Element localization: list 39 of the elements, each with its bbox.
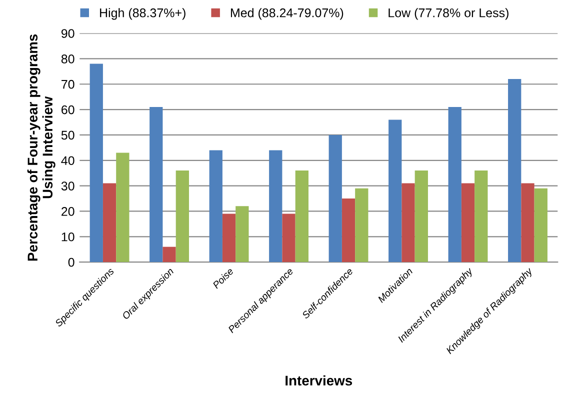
bar <box>236 206 249 262</box>
bar <box>414 170 428 262</box>
bar <box>521 183 534 262</box>
y-tick-label: 60 <box>62 105 74 114</box>
bar <box>328 134 342 262</box>
bar <box>176 170 189 262</box>
y-tick-label: 80 <box>61 54 74 64</box>
bar <box>461 183 475 262</box>
legend-label: Med (88.24-79.07%) <box>230 8 344 20</box>
bar <box>448 107 462 262</box>
bar <box>282 214 296 262</box>
y-tick-label: 0 <box>68 258 74 267</box>
bar <box>402 183 415 262</box>
legend-label: High (88.37%+) <box>100 8 186 20</box>
y-tick-label: 20 <box>62 207 74 216</box>
y-tick-label: 30 <box>61 182 74 190</box>
bar <box>150 107 163 262</box>
bar <box>102 183 116 262</box>
x-axis-title: Interviews <box>286 375 352 386</box>
y-tick-label: 90 <box>61 29 74 38</box>
y-axis-title: Percentage of Four-year programs Using Interview <box>27 34 56 261</box>
y-tick-label: 50 <box>61 130 74 140</box>
bar <box>222 214 236 262</box>
bar <box>295 170 308 262</box>
y-tick-label: 70 <box>62 80 74 89</box>
legend-label: Low (77.78% or Less) <box>388 8 508 20</box>
bar <box>508 79 522 262</box>
bar <box>209 150 222 262</box>
bar <box>342 198 356 262</box>
bar <box>474 170 488 262</box>
bar <box>90 64 103 262</box>
y-tick-label: 10 <box>62 232 74 242</box>
bar <box>534 188 548 262</box>
bar <box>116 152 130 262</box>
bar <box>388 120 402 262</box>
y-tick-label: 40 <box>61 156 74 166</box>
bar <box>269 150 282 262</box>
bar <box>355 188 368 262</box>
bar <box>162 246 176 262</box>
